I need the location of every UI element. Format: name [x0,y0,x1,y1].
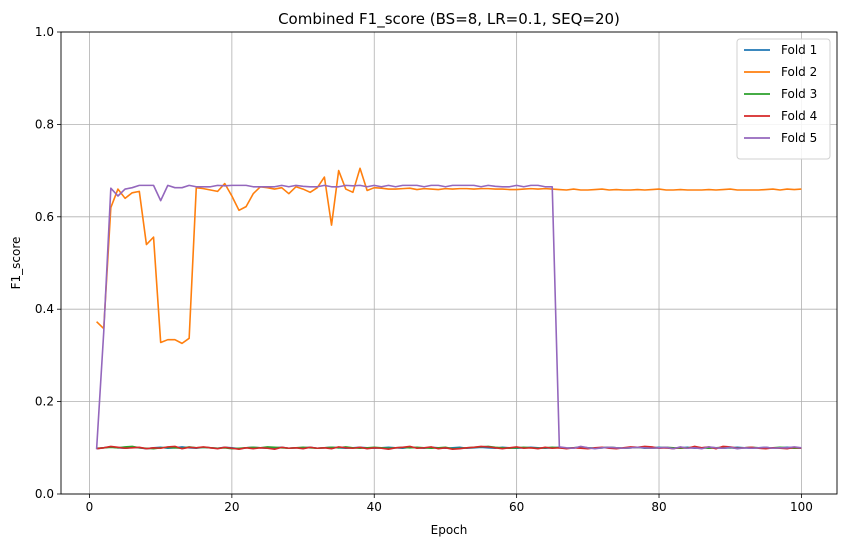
legend-box [736,38,831,160]
x-tick-label: 0 [86,500,94,514]
y-tick-label: 0.6 [35,210,54,224]
x-tick-label: 100 [790,500,813,514]
y-tick-label: 0.2 [35,395,54,409]
legend: Fold 1 Fold 2 Fold 3 Fold 4 Fold 5 [736,38,831,160]
grid [61,31,837,495]
legend-label-fold-4: Fold 4 [781,109,817,123]
plot-frame [60,31,838,495]
series-lines [95,167,802,450]
y-tick-label: 0.0 [35,487,54,501]
legend-label-fold-3: Fold 3 [781,87,817,101]
series-line-fold-2 [96,167,802,345]
legend-label-fold-5: Fold 5 [781,131,817,145]
axis-ticks: 0 20 40 60 80 100 0.0 0.2 0.4 0.6 0.8 1.0 [35,25,813,514]
x-tick-label: 80 [651,500,666,514]
y-tick-label: 0.8 [35,117,54,131]
legend-label-fold-1: Fold 1 [781,43,817,57]
x-axis-label: Epoch [431,523,468,537]
y-axis-label: F1_score [9,237,23,290]
x-tick-label: 20 [224,500,239,514]
x-tick-label: 40 [367,500,382,514]
y-tick-label: 0.4 [35,302,54,316]
y-tick-label: 1.0 [35,25,54,39]
x-tick-label: 60 [509,500,524,514]
series-line-fold-5 [95,184,802,450]
legend-label-fold-2: Fold 2 [781,65,817,79]
chart-title: Combined F1_score (BS=8, LR=0.1, SEQ=20) [278,10,620,29]
